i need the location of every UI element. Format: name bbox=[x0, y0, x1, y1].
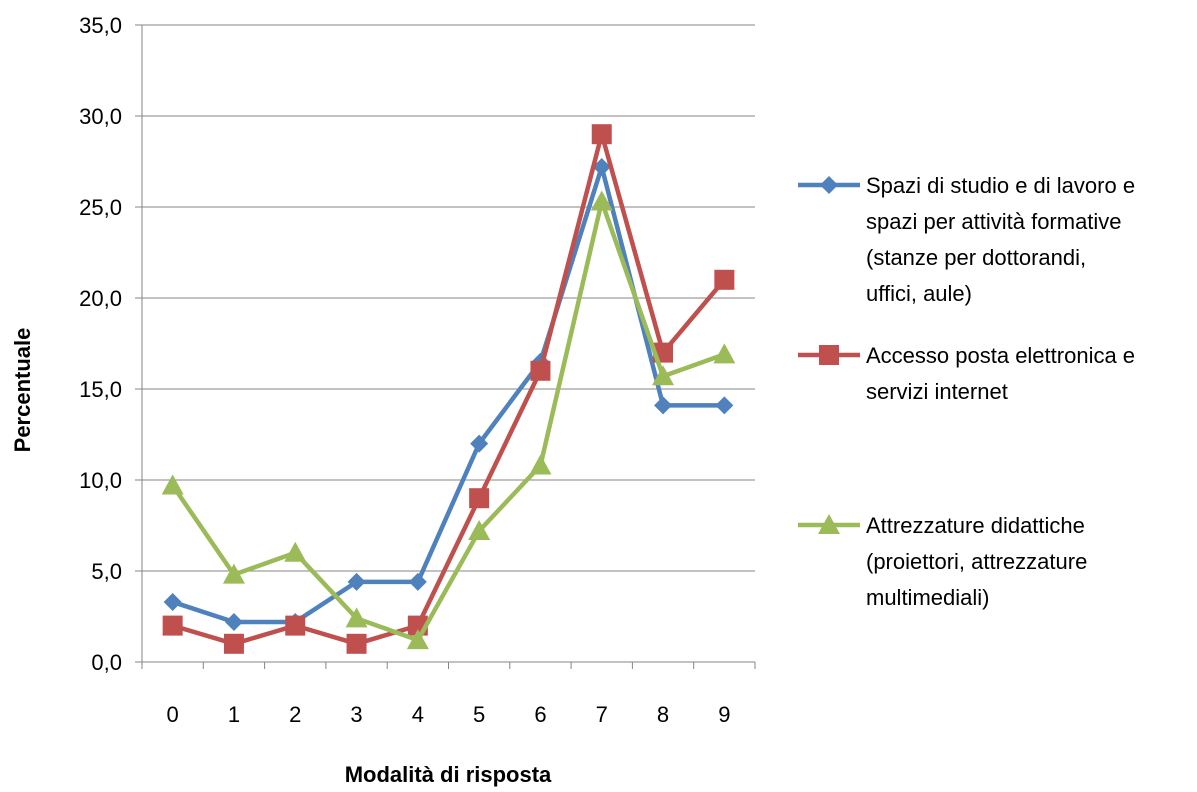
data-point bbox=[284, 542, 306, 562]
x-tick-label: 8 bbox=[657, 702, 669, 727]
legend-item-2: Accesso posta elettronica e servizi inter… bbox=[798, 343, 1135, 404]
legend-item-1: Spazi di studio e di lavoro e spazi per a… bbox=[798, 173, 1135, 306]
legend-label: servizi internet bbox=[866, 379, 1008, 404]
y-tick-label: 0,0 bbox=[91, 650, 122, 675]
series-line bbox=[173, 202, 725, 641]
legend-label: Attrezzature didattiche bbox=[866, 513, 1085, 538]
data-point bbox=[162, 474, 184, 494]
legend-marker bbox=[820, 176, 838, 194]
data-point bbox=[285, 616, 305, 636]
data-point bbox=[224, 634, 244, 654]
y-tick-label: 30,0 bbox=[79, 104, 122, 129]
y-axis-title: Percentuale bbox=[10, 328, 35, 453]
data-point bbox=[530, 361, 550, 381]
legend-label: spazi per attività formative bbox=[866, 209, 1122, 234]
y-tick-label: 25,0 bbox=[79, 195, 122, 220]
y-tick-label: 15,0 bbox=[79, 377, 122, 402]
data-point bbox=[163, 616, 183, 636]
legend-label: (stanze per dottorandi, bbox=[866, 245, 1086, 270]
data-point bbox=[714, 270, 734, 290]
legend-label: multimediali) bbox=[866, 585, 989, 610]
data-point bbox=[225, 613, 243, 631]
data-point bbox=[529, 454, 551, 474]
legend-label: (proiettori, attrezzature bbox=[866, 549, 1087, 574]
x-tick-label: 1 bbox=[228, 702, 240, 727]
legend-item-3: Attrezzature didattiche (proiettori, attr… bbox=[798, 513, 1087, 610]
data-point bbox=[347, 634, 367, 654]
data-point bbox=[469, 488, 489, 508]
data-point bbox=[713, 343, 735, 363]
data-point bbox=[409, 573, 427, 591]
y-tick-label: 5,0 bbox=[91, 559, 122, 584]
series-line bbox=[173, 167, 725, 622]
legend-label: Spazi di studio e di lavoro e bbox=[866, 173, 1135, 198]
y-tick-label: 20,0 bbox=[79, 286, 122, 311]
legend-label: uffici, aule) bbox=[866, 281, 972, 306]
y-tick-label: 10,0 bbox=[79, 468, 122, 493]
x-tick-label: 9 bbox=[718, 702, 730, 727]
legend-marker bbox=[819, 345, 839, 365]
x-tick-label: 0 bbox=[167, 702, 179, 727]
data-point bbox=[164, 593, 182, 611]
data-point bbox=[715, 396, 733, 414]
legend-label: Accesso posta elettronica e bbox=[866, 343, 1135, 368]
x-tick-label: 4 bbox=[412, 702, 424, 727]
x-tick-label: 3 bbox=[350, 702, 362, 727]
series-3 bbox=[162, 191, 736, 650]
y-tick-label: 35,0 bbox=[79, 13, 122, 38]
x-tick-label: 5 bbox=[473, 702, 485, 727]
data-point bbox=[592, 124, 612, 144]
gridlines bbox=[142, 25, 755, 571]
x-tick-label: 2 bbox=[289, 702, 301, 727]
x-tick-label: 7 bbox=[596, 702, 608, 727]
legend: Spazi di studio e di lavoro e spazi per a… bbox=[798, 173, 1135, 610]
x-tick-label: 6 bbox=[534, 702, 546, 727]
x-axis-title: Modalità di risposta bbox=[345, 762, 552, 787]
data-point bbox=[654, 396, 672, 414]
